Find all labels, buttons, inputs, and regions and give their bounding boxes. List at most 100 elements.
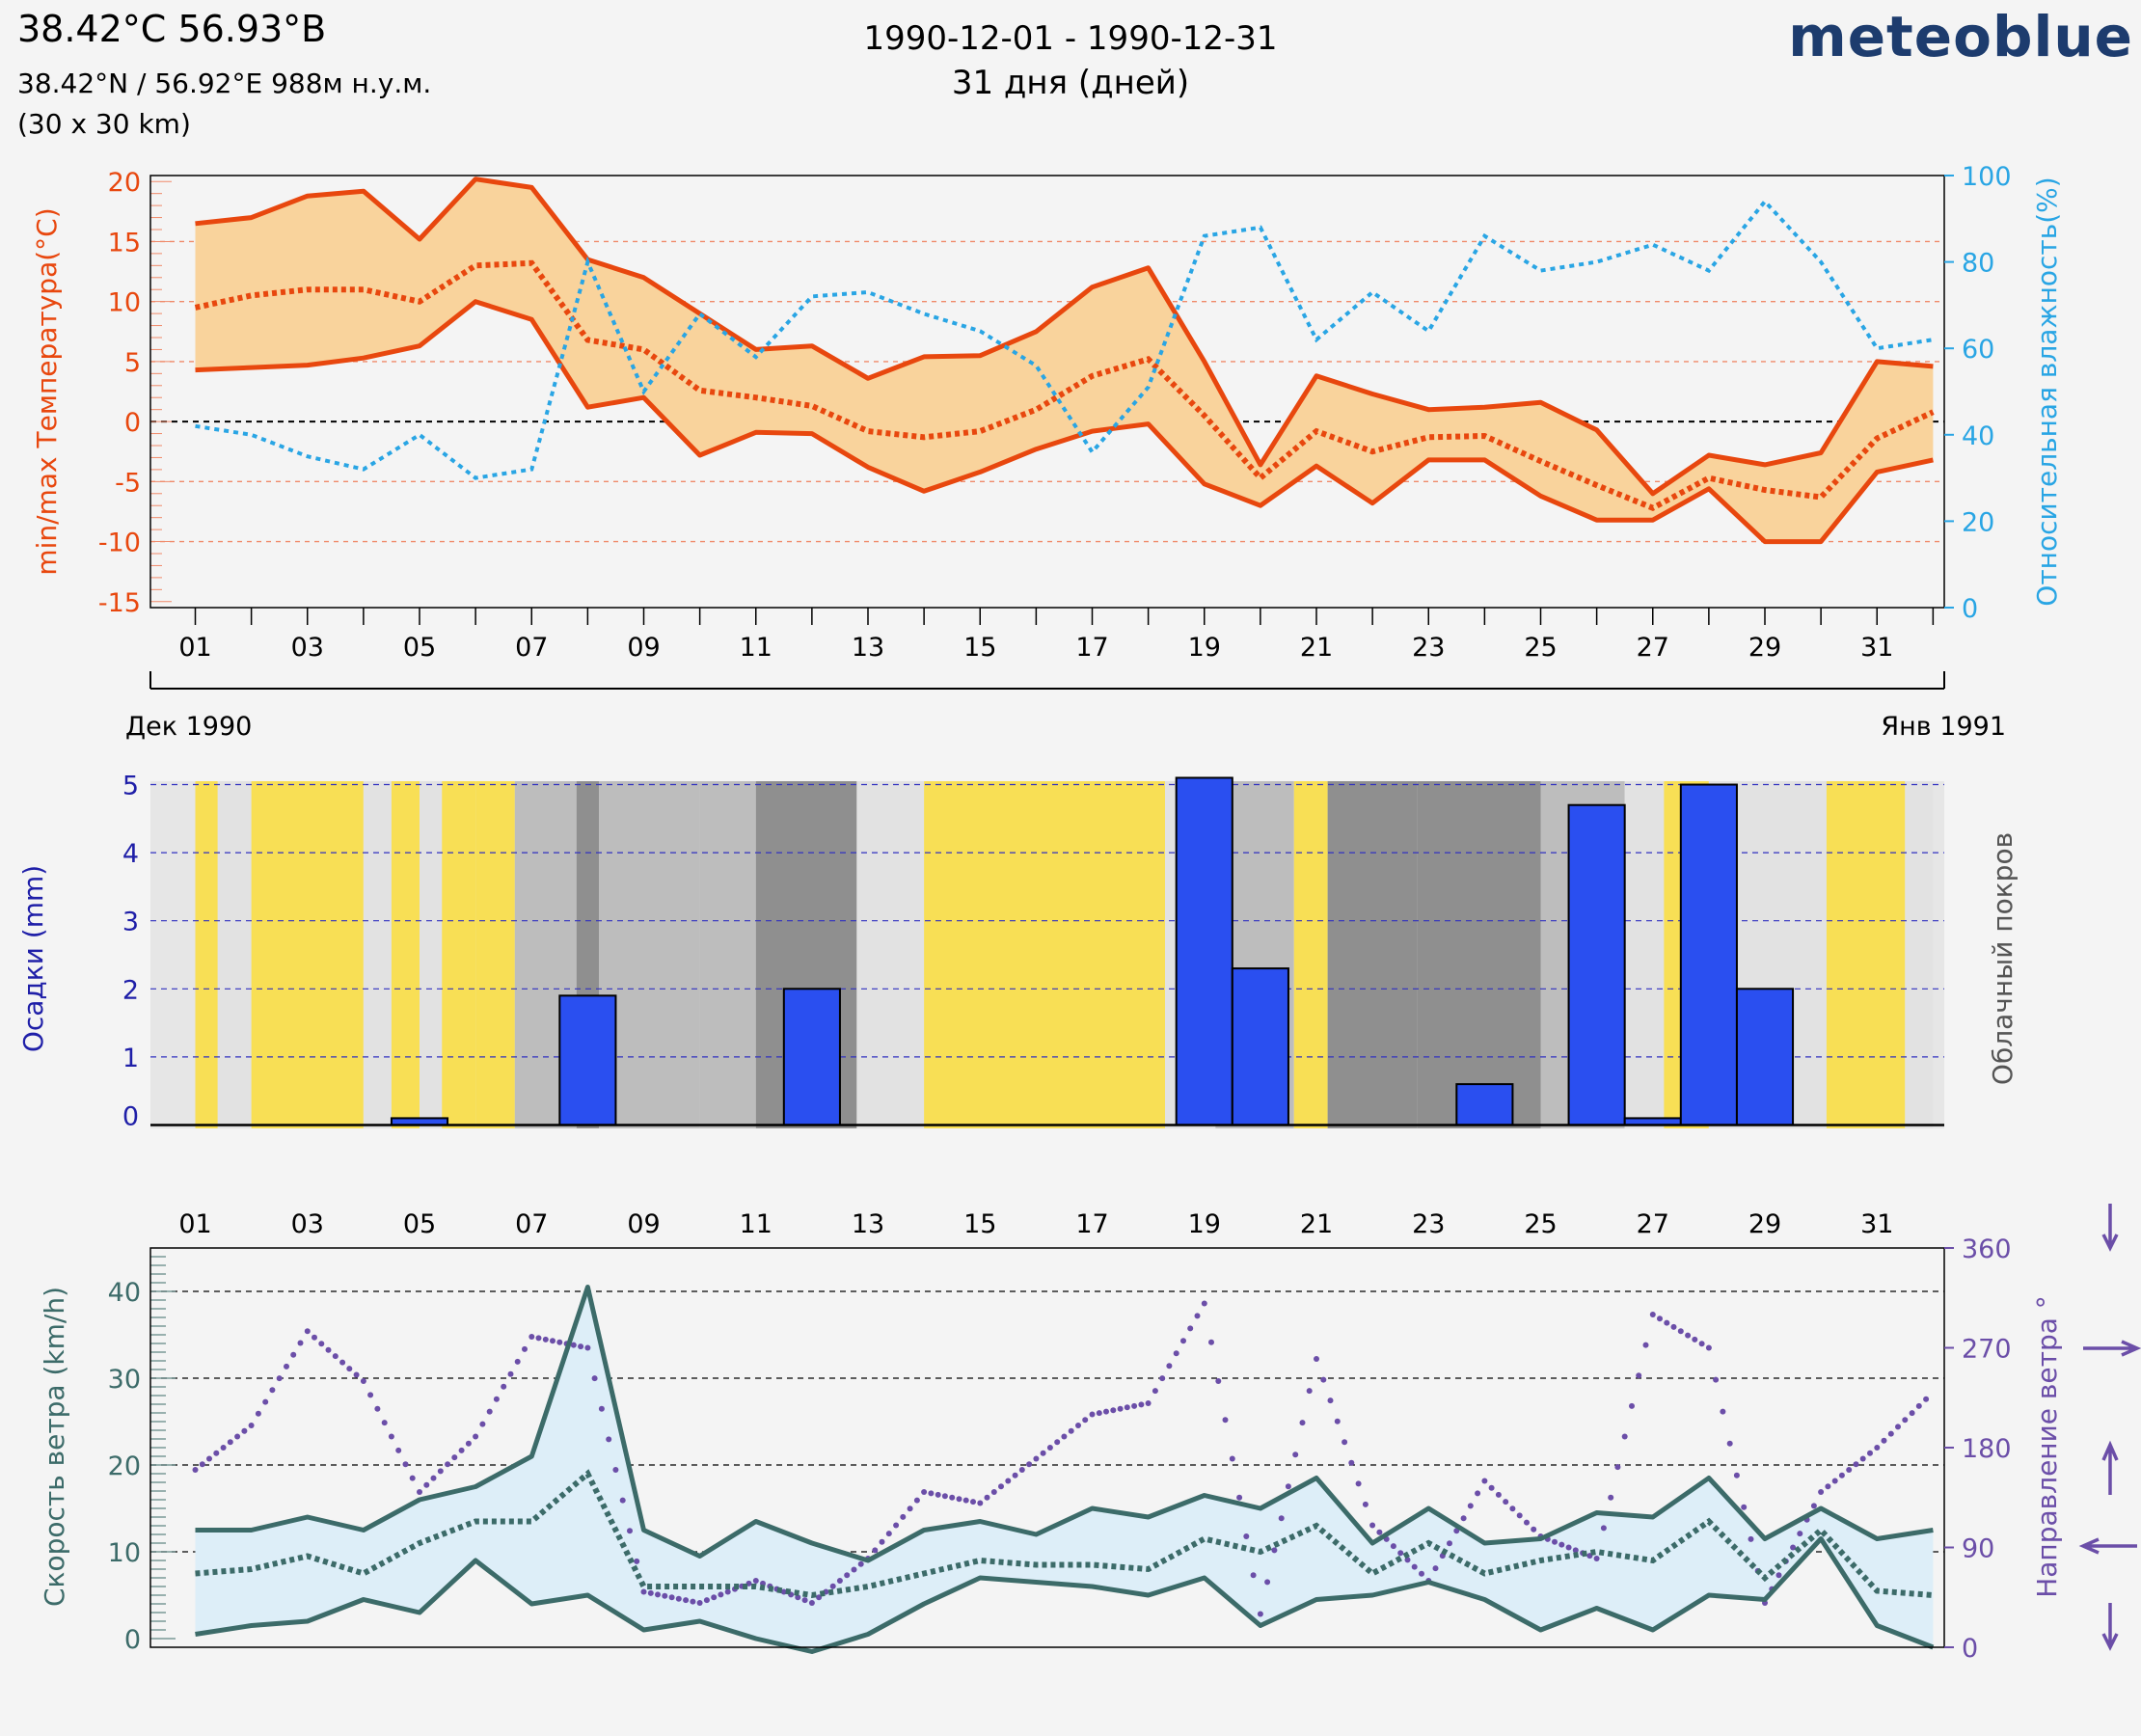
wind-direction-dot xyxy=(437,1468,444,1475)
wind-direction-dot xyxy=(598,1405,605,1412)
wind-day-tick-label: 29 xyxy=(1748,1209,1781,1239)
wind-direction-dot xyxy=(312,1334,317,1341)
precip-tick-label: 3 xyxy=(122,908,139,937)
date-range: 1990-12-01 - 1990-12-31 xyxy=(863,19,1278,58)
wind-direction-dot xyxy=(388,1433,394,1440)
wind-direction-dot xyxy=(1061,1433,1068,1440)
wind-direction-dot xyxy=(192,1467,199,1473)
wind-direction-dot xyxy=(1355,1480,1362,1487)
wind-direction-dot xyxy=(402,1461,409,1468)
wind-direction-dot xyxy=(956,1496,962,1503)
precip-bar xyxy=(1735,988,1795,1126)
wind-direction-dot xyxy=(1923,1396,1930,1402)
temperature-tick-label: -15 xyxy=(98,588,141,618)
temperature-min-line xyxy=(195,299,1934,545)
temperature-tick-label: 0 xyxy=(124,408,141,438)
wind-direction-dot xyxy=(241,1427,248,1434)
wind-direction-dot xyxy=(213,1450,220,1456)
wind-direction-dot xyxy=(1292,1451,1299,1458)
wind-speed-axis-label: Скорость ветра (km/h) xyxy=(39,1287,70,1607)
wind-direction-dot xyxy=(1166,1363,1173,1370)
wind-direction-dot xyxy=(199,1461,205,1468)
wind-direction-dot xyxy=(1033,1455,1040,1462)
wind-speed-tick-label: 0 xyxy=(124,1625,141,1655)
wind-direction-dot xyxy=(1600,1525,1607,1532)
wind-direction-dot xyxy=(1705,1344,1712,1351)
wind-direction-dot xyxy=(542,1336,549,1343)
wind-direction-dot xyxy=(1664,1319,1670,1326)
wind-direction-dot xyxy=(836,1578,843,1584)
wind-direction-dot xyxy=(395,1447,402,1453)
wind-direction-dot xyxy=(570,1342,577,1348)
wind-direction-dot xyxy=(1909,1410,1915,1417)
wind-direction-dot xyxy=(1124,1404,1130,1411)
wind-day-tick-label: 09 xyxy=(627,1209,660,1239)
wind-day-tick-label: 07 xyxy=(515,1209,548,1239)
wind-direction-dot xyxy=(1733,1472,1740,1478)
wind-speed-tick-label: 30 xyxy=(108,1365,141,1395)
wind-direction-dot xyxy=(1509,1505,1516,1512)
cloud-cover-band xyxy=(924,781,1166,1128)
wind-direction-dot xyxy=(550,1338,556,1344)
cloud-cover-axis-label: Облачный покров xyxy=(1987,832,2019,1085)
wind-direction-dot xyxy=(473,1433,479,1440)
wind-direction-dot xyxy=(1046,1445,1053,1451)
wind-direction-dot xyxy=(1103,1408,1109,1415)
day-tick-label: 01 xyxy=(178,633,211,663)
wind-direction-dot xyxy=(353,1371,360,1378)
wind-direction-dot xyxy=(1215,1378,1222,1384)
wind-direction-dot xyxy=(501,1383,507,1390)
cloud-cover-band xyxy=(643,781,700,1128)
wind-direction-dot xyxy=(528,1334,535,1340)
wind-direction-dot xyxy=(1887,1430,1894,1437)
wind-direction-dot xyxy=(627,1528,633,1534)
cloud-cover-band xyxy=(363,781,392,1128)
wind-direction-dot xyxy=(1524,1519,1530,1526)
wind-direction-dot xyxy=(1748,1535,1754,1542)
wind-direction-dot xyxy=(1397,1550,1404,1557)
wind-direction-dot xyxy=(1447,1540,1452,1547)
wind-direction-dot xyxy=(1565,1544,1572,1551)
wind-direction-dot xyxy=(612,1467,619,1473)
wind-day-tick-label: 01 xyxy=(178,1209,211,1239)
wind-direction-dot xyxy=(318,1341,325,1347)
wind-direction-dot xyxy=(1831,1478,1838,1484)
wind-day-tick-label: 17 xyxy=(1075,1209,1108,1239)
wind-direction-dot xyxy=(619,1497,626,1504)
wind-direction-dot xyxy=(276,1375,283,1382)
wind-direction-dot xyxy=(808,1600,815,1606)
wind-direction-dot xyxy=(1145,1400,1152,1406)
precip-bar xyxy=(1175,776,1233,1126)
wind-direction-dot xyxy=(1881,1437,1887,1444)
wind-direction-dot xyxy=(1152,1388,1158,1395)
humidity-tick-label: 100 xyxy=(1962,162,2012,192)
cloud-cover-band xyxy=(195,781,218,1128)
south-wind-arrow-icon xyxy=(2101,1440,2119,1495)
wind-direction-dot xyxy=(1250,1572,1257,1579)
wind-direction-dot xyxy=(1376,1529,1383,1535)
wind-direction-dot xyxy=(1299,1420,1306,1426)
day-tick-label: 03 xyxy=(291,633,324,663)
wind-direction-dot xyxy=(1348,1459,1355,1466)
wind-direction-dot xyxy=(1173,1350,1179,1357)
wind-direction-dot xyxy=(381,1420,388,1426)
wind-direction-dot xyxy=(879,1538,885,1545)
wind-direction-dot xyxy=(606,1436,612,1443)
wind-direction-dot xyxy=(1649,1312,1656,1317)
day-tick-label: 31 xyxy=(1860,633,1893,663)
wind-direction-dot xyxy=(634,1558,640,1564)
precip-bar xyxy=(558,994,617,1126)
temperature-tick-label: -5 xyxy=(115,468,141,498)
wind-direction-dot xyxy=(578,1343,584,1350)
wind-direction-dot xyxy=(675,1595,682,1602)
wind-direction-dot xyxy=(1741,1504,1748,1510)
wind-direction-dot xyxy=(1187,1325,1194,1332)
wind-direction-dot xyxy=(690,1598,696,1605)
temperature-axis-label: min/max Температура(°C) xyxy=(31,207,63,575)
wind-direction-dot xyxy=(486,1408,493,1415)
wind-direction-dot xyxy=(1278,1515,1285,1522)
cloud-cover-band xyxy=(1624,781,1665,1128)
wind-direction-dot xyxy=(535,1335,542,1342)
cloud-cover-band xyxy=(391,781,420,1128)
